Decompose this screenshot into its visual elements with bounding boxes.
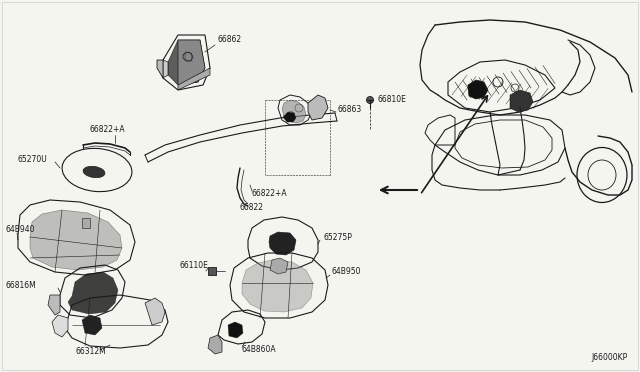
- Polygon shape: [308, 95, 328, 120]
- Polygon shape: [178, 40, 205, 85]
- Text: 64B940: 64B940: [5, 225, 35, 234]
- Polygon shape: [178, 68, 210, 90]
- Text: 66312M: 66312M: [75, 347, 106, 356]
- Polygon shape: [82, 315, 102, 335]
- Polygon shape: [283, 112, 296, 122]
- Polygon shape: [228, 322, 243, 338]
- Polygon shape: [30, 210, 122, 270]
- Text: 66822: 66822: [240, 203, 264, 212]
- Text: 66810E: 66810E: [378, 96, 407, 105]
- Polygon shape: [52, 315, 68, 337]
- Text: 64B950: 64B950: [332, 267, 362, 276]
- Polygon shape: [208, 335, 222, 354]
- Polygon shape: [168, 40, 205, 85]
- Polygon shape: [510, 90, 533, 112]
- Polygon shape: [145, 298, 165, 325]
- Polygon shape: [82, 218, 90, 228]
- Text: 66822+A: 66822+A: [252, 189, 287, 198]
- Polygon shape: [68, 272, 118, 314]
- Text: 65275P: 65275P: [323, 234, 352, 243]
- Polygon shape: [242, 260, 313, 312]
- Bar: [208, 267, 216, 275]
- Text: 64B860A: 64B860A: [242, 346, 276, 355]
- Polygon shape: [270, 258, 288, 274]
- Polygon shape: [282, 100, 306, 123]
- Circle shape: [367, 96, 374, 103]
- Text: 66862: 66862: [218, 35, 242, 45]
- Text: 66822+A: 66822+A: [90, 125, 125, 135]
- Polygon shape: [269, 232, 296, 255]
- Text: J66000KP: J66000KP: [592, 353, 628, 362]
- Polygon shape: [163, 60, 168, 78]
- Polygon shape: [48, 295, 60, 315]
- Text: 66110E: 66110E: [180, 260, 209, 269]
- Text: 66863: 66863: [338, 106, 362, 115]
- Polygon shape: [468, 80, 488, 99]
- Text: 66816M: 66816M: [5, 280, 36, 289]
- Polygon shape: [157, 60, 163, 78]
- Text: 65270U: 65270U: [18, 155, 48, 164]
- Ellipse shape: [83, 166, 105, 178]
